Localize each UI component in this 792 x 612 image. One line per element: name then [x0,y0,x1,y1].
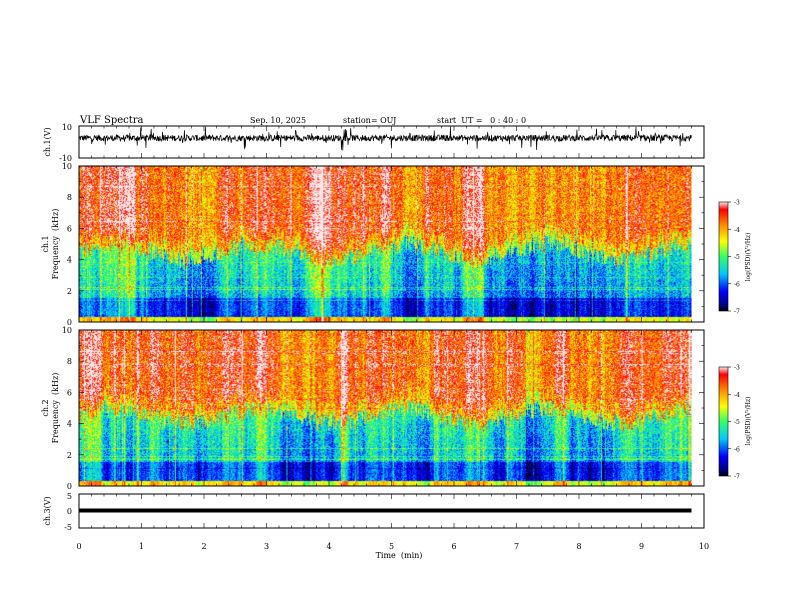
ch3-waveform-panel: 5 0 -5 ch.3(V) [43,492,705,532]
ch1-colorbar-scale [718,201,729,312]
ch1-spectrogram-ytick-label: 4 [67,256,72,265]
ch1-waveform-ylabel: ch.1(V) [43,127,52,156]
ch1-spectrogram-image [79,166,692,322]
ch2-colorbar: -3 -4 -5 -6 -7 log(PSD)(V²/Hz) [718,365,752,481]
time-axis-ticks [78,126,705,528]
ch2-colorbar-scale [718,366,729,477]
ch1-spectrogram-panel: 0 2 4 6 8 10 ch.1 Frequency (kHz) [41,162,705,327]
ch1-colorbar-tick-label: -5 [734,254,740,261]
ch1-colorbar-tick-label: -6 [734,281,740,288]
ch3-waveform-trace [79,508,692,513]
ch3-ytick-label-middle: 0 [67,507,72,516]
figure-station: station= OUJ [343,116,396,125]
ch1-spectrogram-ylabel-frequency: Frequency (kHz) [51,209,60,280]
figure-start-time: start UT = 0 : 40 : 0 [437,116,526,125]
ch2-spectrogram-ylabel-frequency: Frequency (kHz) [51,373,60,444]
ch2-spectrogram-ytick-label: 6 [67,388,72,397]
ch1-colorbar-tick-label: -4 [734,227,740,234]
time-axis-tick-labels: 0 1 2 3 4 5 6 7 8 9 10 [76,542,709,551]
ch2-spectrogram-yticks: 0 2 4 6 8 10 [62,326,704,491]
figure-title: VLF Spectra [79,115,144,126]
time-tick-label: 9 [639,542,644,551]
ch2-colorbar-tick-label: -5 [734,419,740,426]
ch1-spectrogram-ylabel-channel: ch.1 [41,235,50,252]
ch1-ytick-label-top: 10 [62,123,72,132]
figure-date: Sep. 10, 2025 [250,116,306,125]
time-tick-label: 8 [576,542,581,551]
time-tick-label: 5 [389,542,394,551]
ch1-spectrogram-ytick-label: 2 [67,287,72,296]
ch2-colorbar-tick-label: -7 [734,474,740,481]
ch1-waveform-panel: 10 -10 ch.1(V) [43,123,705,163]
ch1-colorbar-tick-label: -7 [734,309,740,316]
ch1-colorbar-label: log(PSD)(V²/Hz) [745,233,752,282]
time-tick-label: 3 [264,542,269,551]
ch2-spectrogram-ytick-label: 2 [67,451,72,460]
ch1-ytick-label-bottom: -10 [59,154,72,163]
ch2-spectrogram-image [79,330,692,486]
ch1-colorbar-tick-label: -3 [734,200,740,207]
time-tick-label: 0 [76,542,81,551]
ch1-spectrogram-ytick-label: 8 [67,193,72,202]
ch2-colorbar-tick-label: -6 [734,446,740,453]
time-tick-label: 7 [514,542,519,551]
ch1-spectrogram-ytick-label: 0 [67,318,72,327]
ch2-spectrogram-ytick-label: 10 [62,326,72,335]
time-tick-label: 4 [326,542,331,551]
ch1-colorbar-ticks: -3 -4 -5 -6 -7 [728,200,740,316]
ch1-spectrogram-ytick-label: 10 [62,162,72,171]
ch3-ytick-label-top: 5 [67,492,72,501]
time-tick-label: 6 [451,542,456,551]
time-tick-label: 1 [139,542,144,551]
ch3-waveform-ylabel: ch.3(V) [43,496,52,525]
ch2-spectrogram-ytick-label: 0 [67,482,72,491]
ch2-spectrogram-ytick-label: 4 [67,420,72,429]
time-tick-label: 10 [699,542,709,551]
ch2-spectrogram-ytick-label: 8 [67,357,72,366]
ch2-colorbar-ticks: -3 -4 -5 -6 -7 [728,365,740,481]
ch1-spectrogram-yticks: 0 2 4 6 8 10 [62,162,704,327]
ch2-colorbar-label: log(PSD)(V²/Hz) [745,397,752,446]
ch1-colorbar: -3 -4 -5 -6 -7 log(PSD)(V²/Hz) [718,200,752,316]
time-axis-xlabel: Time (min) [376,551,423,560]
ch1-spectrogram-ytick-label: 6 [67,224,72,233]
ch2-colorbar-tick-label: -3 [734,365,740,372]
ch2-colorbar-tick-label: -4 [734,392,740,399]
ch3-ytick-label-bottom: -5 [64,523,72,532]
time-tick-label: 2 [201,542,206,551]
ch1-waveform-trace [78,126,692,151]
ch2-spectrogram-panel: 0 2 4 6 8 10 ch.2 Frequency (kHz) [41,326,705,491]
ch2-spectrogram-ylabel-channel: ch.2 [41,399,50,416]
